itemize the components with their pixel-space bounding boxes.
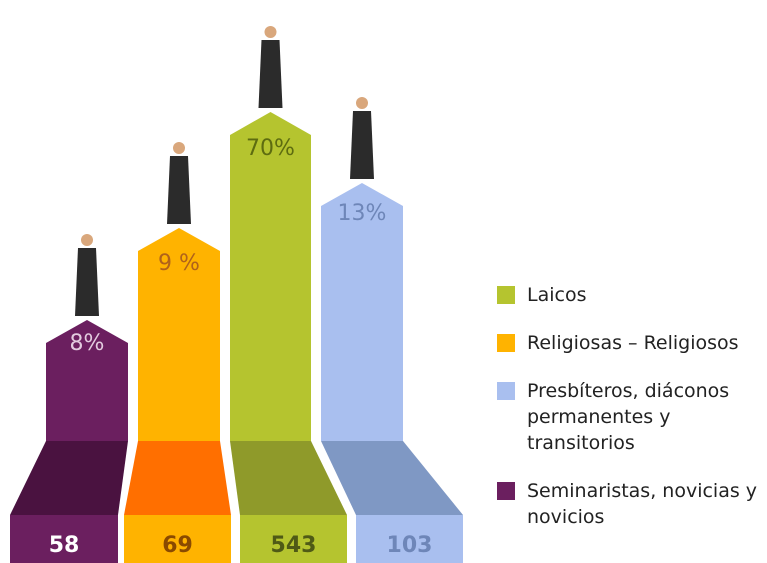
column-base	[321, 441, 463, 515]
column	[46, 320, 128, 441]
column	[230, 112, 311, 441]
count-box	[356, 515, 463, 563]
percent-label: 9 %	[158, 251, 200, 276]
percent-label: 13%	[338, 201, 387, 226]
column-base	[10, 441, 128, 515]
column	[321, 183, 403, 441]
legend-label: Presbíteros, diáconos permanentes y tran…	[527, 380, 730, 454]
count-label: 543	[271, 533, 317, 558]
legend: Laicos Religiosas – Religiosos Presbíteros…	[497, 282, 767, 552]
count-box	[124, 515, 231, 563]
legend-item: Seminaristas, novicias y novicios	[497, 478, 767, 530]
figure-head	[264, 26, 277, 38]
count-box	[240, 515, 347, 563]
columns: 8% 58 9 % 69 70% 543 13% 103	[10, 26, 463, 563]
count-label: 69	[162, 533, 193, 558]
legend-swatch	[497, 482, 515, 500]
count-box	[10, 515, 118, 563]
figure-head	[81, 234, 93, 246]
legend-item: Presbíteros, diáconos permanentes y tran…	[497, 378, 767, 456]
legend-label: Seminaristas, novicias y novicios	[527, 480, 758, 528]
legend-swatch	[497, 334, 515, 352]
percent-label: 70%	[246, 136, 295, 161]
legend-label: Laicos	[527, 284, 587, 306]
figure-icon	[258, 26, 283, 108]
figure-body	[258, 40, 283, 108]
column	[138, 228, 220, 441]
column-base	[230, 441, 347, 515]
legend-item: Laicos	[497, 282, 767, 308]
count-label: 58	[49, 533, 80, 558]
legend-label: Religiosas – Religiosos	[527, 332, 739, 354]
column-base	[124, 441, 231, 515]
figure-icon	[167, 142, 191, 224]
figure-body	[167, 156, 191, 224]
legend-item: Religiosas – Religiosos	[497, 330, 767, 356]
count-label: 103	[387, 533, 433, 558]
figure-body	[75, 248, 99, 316]
legend-swatch	[497, 382, 515, 400]
figure-head	[356, 97, 368, 109]
figure-body	[350, 111, 374, 179]
figure-icon	[350, 97, 374, 179]
percent-label: 8%	[70, 331, 105, 356]
figure-head	[173, 142, 185, 154]
figure-icon	[75, 234, 99, 316]
legend-swatch	[497, 286, 515, 304]
